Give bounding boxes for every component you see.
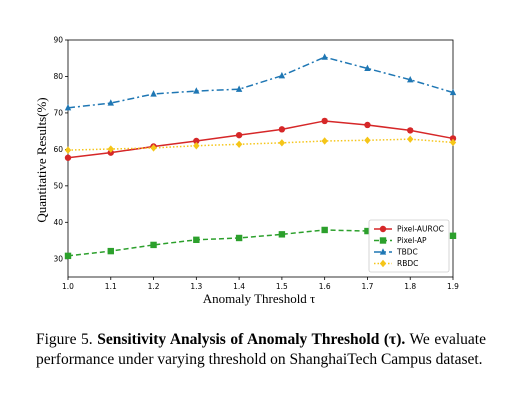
legend-marker-pixel-auroc (379, 225, 387, 233)
y-tick-label: 70 (53, 108, 63, 117)
data-point-rbdc (107, 145, 114, 153)
data-point-pixel-ap (107, 247, 114, 255)
x-tick-label: 1.7 (361, 282, 373, 291)
data-point-tbdc (64, 104, 72, 111)
x-tick-label: 1.1 (105, 282, 117, 291)
x-tick-label: 1.0 (62, 282, 74, 291)
legend-box (368, 219, 450, 273)
data-point-pixel-auroc (235, 131, 243, 139)
data-point-pixel-ap (449, 232, 457, 239)
data-point-rbdc (278, 139, 286, 147)
data-point-pixel-auroc (321, 117, 328, 125)
data-point-rbdc (321, 137, 328, 145)
legend-marker-pixel-ap (379, 237, 387, 244)
data-point-rbdc (150, 144, 157, 152)
series-line-pixel-auroc (67, 120, 454, 159)
data-point-rbdc (364, 136, 371, 144)
legend-label-pixel-ap: Pixel-AP (397, 236, 427, 245)
data-point-pixel-auroc (278, 126, 286, 133)
data-point-rbdc (193, 142, 200, 150)
series-line-tbdc (67, 56, 454, 109)
y-tick-label: 40 (53, 218, 63, 227)
y-tick-label: 30 (53, 254, 63, 263)
data-point-pixel-ap (321, 226, 328, 234)
chart: 30 40 50 60 70 80 90 1.0 1.1 1.2 1.3 1.4 1.5 1.6 1.7 1.… (34, 36, 459, 307)
data-point-tbdc (107, 99, 114, 106)
plot-area: 30 40 50 60 70 80 90 1.0 1.1 1.2 1.3 1.4 1.5 1.6 1.7 1.… (53, 36, 459, 292)
legend-label-rbdc: RBDC (397, 259, 418, 268)
x-tick-label: 1.8 (404, 282, 416, 291)
caption-body: We evaluate performance under varying th… (36, 331, 486, 368)
x-tick-label: 1.3 (190, 282, 202, 291)
x-tick-label: 1.2 (148, 282, 160, 291)
data-point-pixel-auroc (364, 121, 371, 129)
data-point-tbdc (193, 87, 200, 94)
figure-caption: Figure 5. Sensitivity Analysis of Anomal… (36, 330, 486, 370)
x-tick-label: 1.9 (447, 282, 459, 291)
series-line-rbdc (67, 138, 454, 151)
data-point-pixel-ap (235, 234, 243, 242)
data-point-rbdc (449, 138, 457, 147)
y-tick-label: 50 (53, 181, 63, 190)
y-tick-label: 90 (53, 36, 63, 45)
data-point-pixel-ap (64, 252, 72, 260)
legend-marker-tbdc (379, 248, 387, 255)
y-tick-label: 80 (53, 72, 63, 81)
legend-marker-rbdc (379, 259, 387, 268)
data-point-tbdc (150, 90, 157, 97)
data-point-tbdc (278, 71, 286, 79)
data-point-tbdc (235, 85, 243, 92)
caption-title: Sensitivity Analysis of Anomaly Threshol… (97, 331, 406, 348)
data-point-tbdc (364, 64, 371, 72)
data-point-pixel-auroc (407, 127, 414, 134)
legend-label-pixel-auroc: Pixel-AUROC (397, 225, 444, 234)
data-point-rbdc (407, 135, 414, 143)
data-point-tbdc (449, 88, 457, 96)
data-point-pixel-ap (278, 231, 286, 238)
legend-label-tbdc: TBDC (396, 248, 418, 257)
data-point-tbdc (407, 75, 414, 83)
data-point-pixel-ap (150, 241, 157, 249)
y-tick-label: 60 (53, 145, 63, 154)
data-point-rbdc (64, 146, 72, 154)
data-point-rbdc (235, 140, 243, 148)
data-point-pixel-ap (364, 227, 371, 235)
x-tick-label: 1.5 (276, 282, 288, 291)
legend: Pixel-AUROC Pixel-AP TBDC RBDC (368, 219, 450, 273)
data-point-pixel-ap (193, 236, 200, 244)
caption-label: Figure 5. (36, 331, 93, 348)
x-tick-label: 1.6 (319, 282, 331, 291)
x-axis-title: Anomaly Threshold τ (203, 291, 316, 306)
x-tick-label: 1.4 (233, 282, 245, 291)
data-point-pixel-auroc (64, 154, 72, 161)
y-axis-title: Quantitative Results(%) (34, 97, 49, 222)
data-point-pixel-auroc (193, 137, 200, 145)
data-point-tbdc (321, 53, 328, 60)
data-point-pixel-auroc (449, 135, 457, 142)
